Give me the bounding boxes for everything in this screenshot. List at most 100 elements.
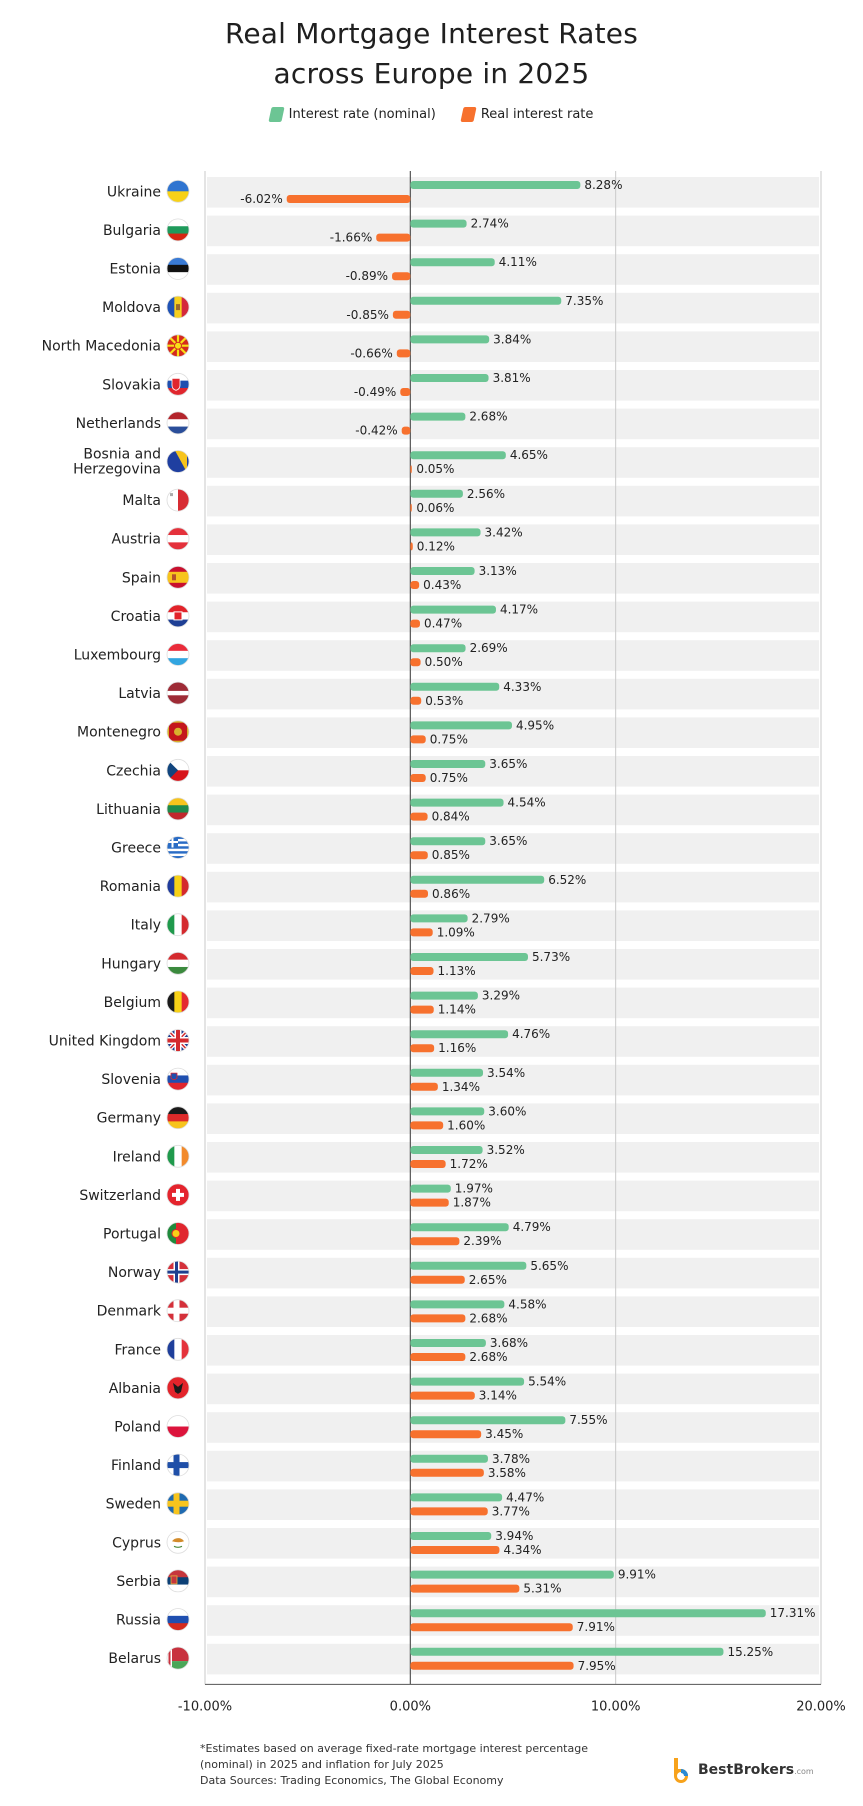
- data-label-nominal: 4.76%: [512, 1027, 550, 1041]
- data-label-nominal: 3.94%: [495, 1529, 533, 1543]
- bar-nominal: [410, 1377, 525, 1386]
- flag-germany-icon: [166, 1106, 190, 1130]
- data-label-nominal: 3.29%: [482, 989, 520, 1003]
- bar-real: [410, 928, 433, 937]
- category-label: Italy: [131, 918, 161, 934]
- data-label-nominal: 5.54%: [528, 1375, 566, 1389]
- bar-real: [410, 1661, 574, 1670]
- bar-nominal: [410, 528, 481, 537]
- bar-real: [410, 774, 426, 782]
- flag-albania-icon: [166, 1376, 190, 1400]
- category-label: France: [114, 1342, 161, 1358]
- category-label: Germany: [97, 1111, 161, 1127]
- data-label-nominal: 4.47%: [506, 1490, 544, 1504]
- bar-nominal: [410, 1339, 486, 1347]
- data-label-nominal: 3.60%: [488, 1104, 526, 1118]
- data-label-real: -0.66%: [350, 346, 392, 360]
- bar-real: [401, 426, 411, 435]
- bar-nominal: [410, 219, 467, 228]
- category-label: Romania: [100, 879, 161, 895]
- brand[interactable]: BestBrokers.com: [670, 1756, 814, 1784]
- flag-hungary-icon: [166, 951, 190, 975]
- bar-real: [410, 967, 434, 975]
- data-label-real: 1.16%: [438, 1041, 476, 1055]
- category-label: Montenegro: [77, 725, 161, 741]
- bar-real: [410, 1237, 460, 1246]
- bar-real: [410, 1082, 438, 1091]
- flag-slovakia-icon: [166, 372, 190, 396]
- data-label-nominal: 7.55%: [569, 1413, 607, 1427]
- data-label-nominal: 4.65%: [510, 448, 548, 462]
- bar-nominal: [410, 1416, 566, 1425]
- data-label-nominal: 7.35%: [565, 294, 603, 308]
- data-label-real: 0.50%: [425, 655, 463, 669]
- bar-nominal: [410, 721, 512, 730]
- data-label-real: 0.86%: [432, 887, 470, 901]
- bar-real: [410, 1391, 475, 1400]
- category-label: Finland: [111, 1458, 161, 1474]
- bar-real: [410, 1160, 446, 1168]
- data-label-nominal: 3.65%: [489, 834, 527, 848]
- category-label: Poland: [114, 1420, 161, 1436]
- flag-cyprus-icon: [166, 1530, 190, 1554]
- data-label-real: 7.91%: [577, 1620, 615, 1634]
- category-label: Czechia: [106, 763, 161, 779]
- data-label-nominal: 5.65%: [530, 1259, 568, 1273]
- flag-czechia-icon: [166, 758, 190, 782]
- data-label-real: 0.43%: [423, 578, 461, 592]
- category-label: Portugal: [103, 1227, 161, 1243]
- legend-item-real[interactable]: Real interest rate: [460, 107, 594, 122]
- data-label-nominal: 2.69%: [470, 641, 508, 655]
- bar-real: [392, 272, 411, 281]
- bar-real: [410, 812, 428, 821]
- flag-serbia-icon: [166, 1569, 190, 1593]
- bar-real: [410, 1198, 449, 1207]
- legend-label-real: Real interest rate: [480, 107, 594, 122]
- data-label-real: 1.72%: [450, 1157, 488, 1171]
- flag-estonia-icon: [166, 257, 190, 280]
- chart-title: Real Mortgage Interest Rates across Euro…: [0, 14, 863, 94]
- flag-bosnia-and-herzegovina-icon: [166, 450, 190, 473]
- data-label-real: 0.75%: [430, 732, 468, 746]
- bar-nominal: [410, 567, 475, 575]
- category-label: Slovenia: [101, 1072, 161, 1088]
- data-label-real: 2.68%: [469, 1311, 507, 1325]
- bestbrokers-logo-icon: [674, 1758, 688, 1783]
- category-label: Netherlands: [76, 416, 161, 432]
- bar-nominal: [410, 914, 468, 923]
- row-band: [207, 524, 819, 555]
- bar-nominal: [410, 1454, 488, 1463]
- data-label-real: 1.09%: [437, 925, 475, 939]
- bar-real: [392, 310, 411, 319]
- bar-real: [400, 388, 411, 396]
- legend-item-nominal[interactable]: Interest rate (nominal): [268, 107, 436, 122]
- data-label-nominal: 3.81%: [493, 371, 531, 385]
- flag-moldova-icon: [166, 295, 190, 319]
- data-sources: Data Sources: Trading Economics, The Glo…: [200, 1774, 504, 1787]
- bar-real: [410, 1623, 573, 1632]
- chart-title-line-1: Real Mortgage Interest Rates: [224, 17, 639, 50]
- data-label-nominal: 6.52%: [548, 873, 586, 887]
- bar-real: [410, 1044, 435, 1053]
- bar-real: [410, 889, 428, 898]
- data-label-nominal: 15.25%: [727, 1645, 773, 1659]
- footnote-line-2: (nominal) in 2025 and inflation for July…: [200, 1758, 444, 1771]
- data-label-nominal: 17.31%: [770, 1606, 816, 1620]
- flag-bulgaria-icon: [166, 218, 190, 242]
- data-label-nominal: 2.74%: [471, 217, 509, 231]
- row-band: [207, 678, 819, 710]
- data-label-nominal: 2.68%: [469, 410, 507, 424]
- flag-austria-icon: [166, 527, 190, 551]
- bar-nominal: [410, 412, 466, 421]
- brand-name: BestBrokers.com: [698, 1762, 814, 1778]
- chart-title-line-2: across Europe in 2025: [273, 57, 590, 90]
- bar-real: [410, 1353, 466, 1361]
- row-band: [207, 794, 819, 826]
- category-label: Sweden: [106, 1497, 161, 1513]
- bar-nominal: [410, 1300, 505, 1309]
- category-label: Serbia: [116, 1574, 161, 1590]
- bar-nominal: [410, 1261, 527, 1270]
- bar-nominal: [410, 1493, 503, 1502]
- bar-nominal: [410, 181, 581, 189]
- row-band: [207, 1026, 819, 1057]
